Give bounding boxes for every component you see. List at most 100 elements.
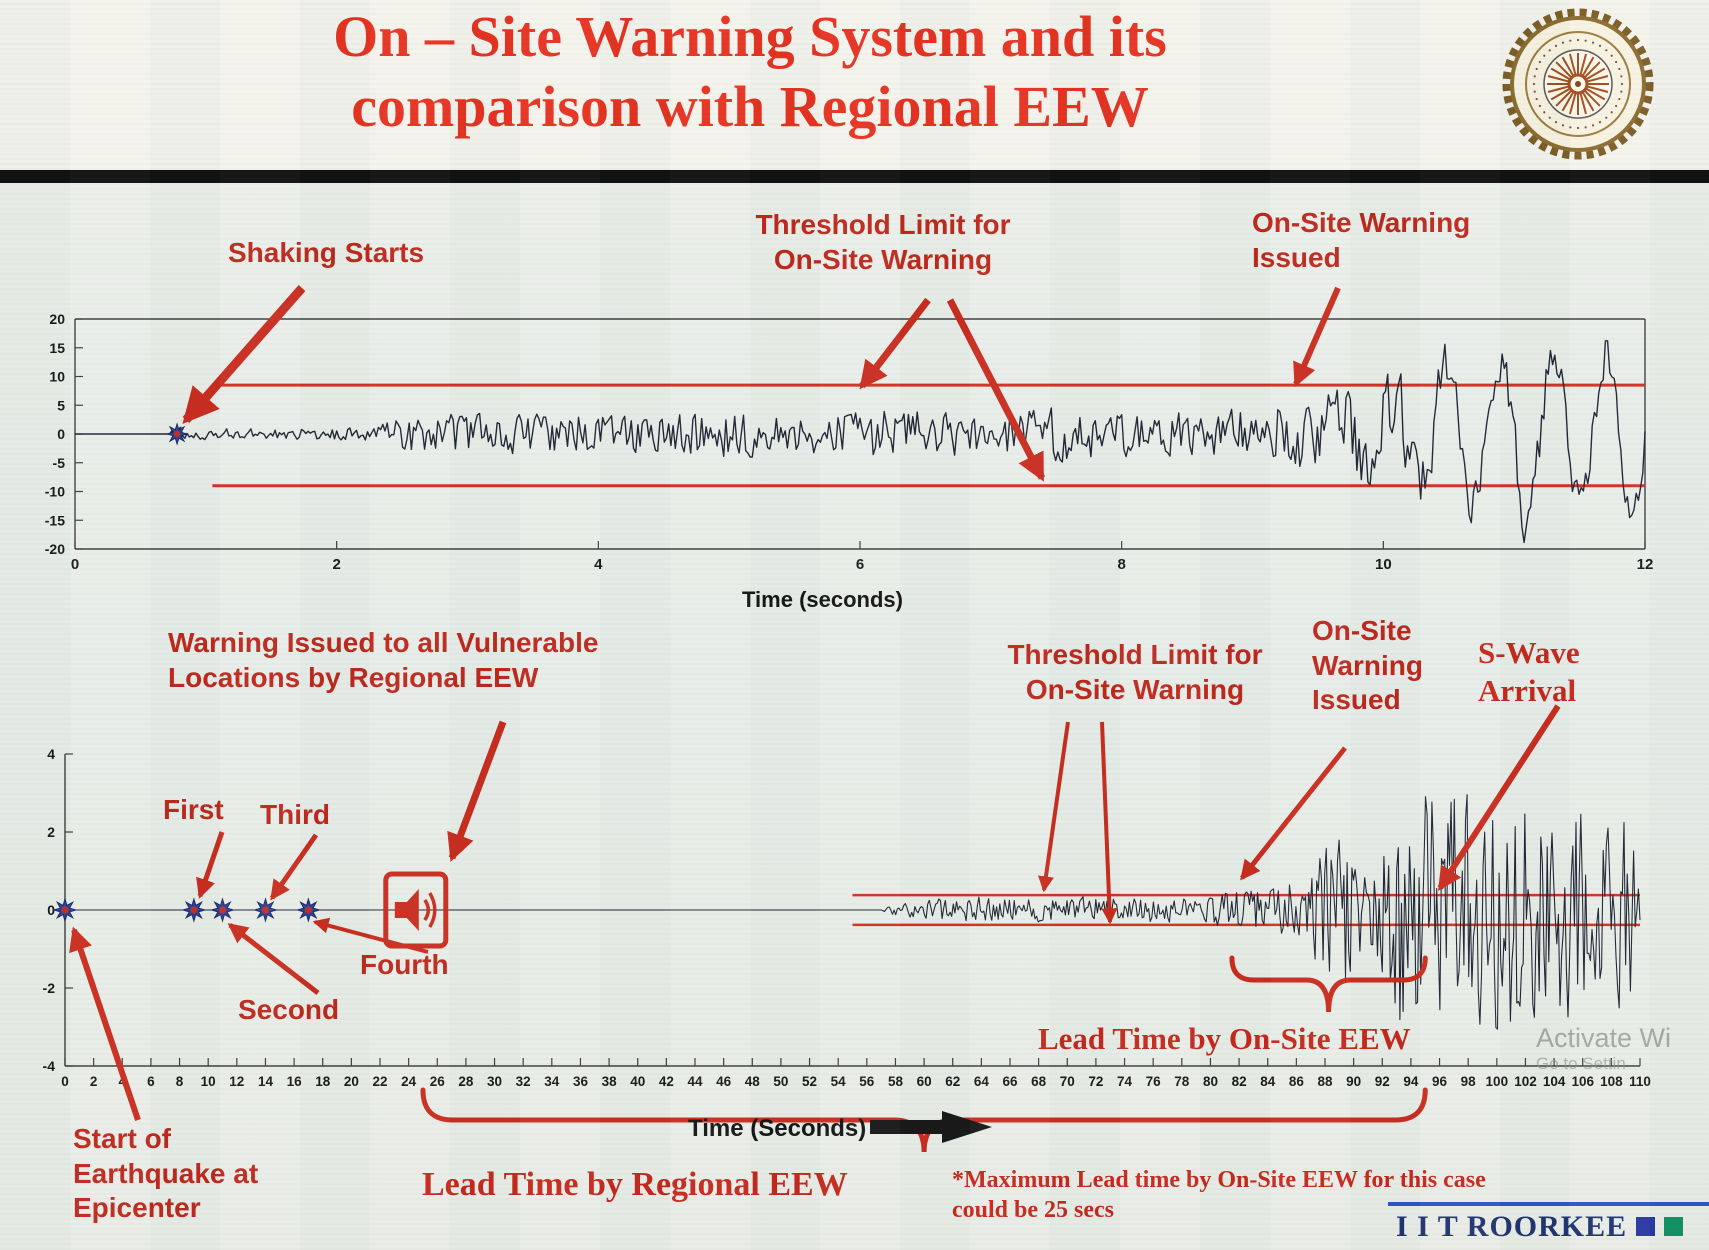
svg-text:74: 74 [1117,1074,1133,1089]
svg-text:50: 50 [773,1074,788,1089]
label-shaking-starts: Shaking Starts [228,237,425,268]
svg-text:30: 30 [487,1074,502,1089]
svg-text:108: 108 [1600,1074,1623,1089]
svg-text:94: 94 [1403,1074,1419,1089]
svg-text:4: 4 [47,746,55,762]
svg-text:18: 18 [315,1074,331,1089]
title-bar: On – Site Warning System and its compari… [0,0,1709,170]
label-s-wave-arrival: S-Wave Arrival [1478,635,1580,709]
svg-text:6: 6 [147,1074,155,1089]
svg-text:68: 68 [1031,1074,1047,1089]
svg-text:-5: -5 [53,455,66,471]
watermark-line-1: Activate Wi [1536,1023,1672,1053]
label-threshold-limit-top: Threshold Limit for On-Site Warning [755,209,1011,275]
svg-text:52: 52 [802,1074,817,1089]
svg-text:56: 56 [859,1074,875,1089]
svg-text:44: 44 [687,1074,703,1089]
svg-text:58: 58 [888,1074,904,1089]
svg-text:66: 66 [1002,1074,1018,1089]
svg-text:54: 54 [831,1074,847,1089]
svg-text:10: 10 [1375,556,1392,573]
label-second-detection: Second [238,994,340,1025]
svg-text:46: 46 [716,1074,732,1089]
svg-text:22: 22 [372,1074,387,1089]
label-threshold-limit-bottom: Threshold Limit for On-Site Warning [1007,639,1263,705]
svg-text:8: 8 [176,1074,184,1089]
svg-text:48: 48 [745,1074,761,1089]
svg-text:-10: -10 [45,484,65,500]
label-lead-time-regional: Lead Time by Regional EEW [422,1166,848,1203]
svg-text:40: 40 [630,1074,645,1089]
svg-text:4: 4 [119,1074,127,1089]
svg-text:5: 5 [57,397,65,413]
svg-text:70: 70 [1060,1074,1075,1089]
svg-text:14: 14 [258,1074,274,1089]
svg-text:-15: -15 [45,512,65,528]
onsite-warning-seismogram-chart: 20 15 10 5 0 -5 -10 -15 -20 0 2 4 6 8 10 12 [45,311,1654,573]
svg-text:98: 98 [1461,1074,1477,1089]
label-start-of-earthquake: Start of Earthquake at Epicenter [73,1123,259,1224]
svg-text:26: 26 [430,1074,446,1089]
svg-text:90: 90 [1346,1074,1361,1089]
svg-text:82: 82 [1232,1074,1247,1089]
svg-text:92: 92 [1375,1074,1390,1089]
svg-text:38: 38 [602,1074,618,1089]
top-chart-xlabel: Time (seconds) [742,587,903,612]
svg-text:72: 72 [1088,1074,1103,1089]
brand-square-blue-icon [1636,1217,1656,1236]
title-line-1: On – Site Warning System and its [333,4,1167,69]
bottom-chart-xlabel: Time (Seconds) [688,1115,867,1142]
svg-text:-4: -4 [43,1058,56,1074]
svg-text:42: 42 [659,1074,674,1089]
svg-text:0: 0 [61,1074,69,1089]
title-line-2: comparison with Regional EEW [351,73,1149,139]
svg-text:34: 34 [544,1074,560,1089]
label-lead-time-onsite: Lead Time by On-Site EEW [1038,1021,1411,1056]
svg-text:102: 102 [1514,1074,1537,1089]
svg-text:12: 12 [1637,556,1654,573]
svg-text:10: 10 [201,1074,216,1089]
svg-text:76: 76 [1146,1074,1162,1089]
svg-text:0: 0 [57,426,65,442]
label-third-detection: Third [260,799,330,830]
svg-text:64: 64 [974,1074,990,1089]
label-max-lead-note: *Maximum Lead time by On-Site EEW for th… [952,1167,1486,1223]
svg-text:16: 16 [287,1074,303,1089]
svg-text:24: 24 [401,1074,417,1089]
svg-text:15: 15 [49,340,65,356]
svg-text:78: 78 [1174,1074,1190,1089]
svg-text:28: 28 [458,1074,474,1089]
svg-text:2: 2 [332,556,340,573]
svg-text:0: 0 [71,556,79,573]
svg-text:104: 104 [1543,1074,1566,1089]
label-fourth-detection: Fourth [360,949,449,980]
slide-title: On – Site Warning System and its compari… [55,2,1445,141]
svg-text:2: 2 [47,824,55,840]
svg-text:-20: -20 [45,541,65,557]
watermark-line-2: Go to Settin [1536,1054,1626,1074]
brand-text: I I T ROORKEE [1396,1210,1628,1243]
svg-text:-2: -2 [43,980,56,996]
svg-text:100: 100 [1486,1074,1509,1089]
svg-text:2: 2 [90,1074,98,1089]
svg-text:60: 60 [917,1074,932,1089]
svg-text:84: 84 [1260,1074,1276,1089]
svg-text:20: 20 [49,311,65,327]
svg-text:8: 8 [1117,556,1125,573]
svg-text:88: 88 [1317,1074,1333,1089]
divider-bar [0,170,1709,183]
svg-text:32: 32 [516,1074,531,1089]
svg-text:106: 106 [1571,1074,1594,1089]
svg-text:62: 62 [945,1074,960,1089]
footer-rule [1388,1202,1709,1206]
label-warning-regional-eew: Warning Issued to all Vulnerable Locatio… [168,627,599,693]
svg-text:12: 12 [229,1074,244,1089]
svg-text:80: 80 [1203,1074,1218,1089]
svg-text:6: 6 [856,556,864,573]
label-first-detection: First [163,794,224,825]
svg-text:86: 86 [1289,1074,1305,1089]
windows-activation-watermark: Activate Wi Go to Settin [1536,1022,1709,1075]
brand-square-green-icon [1664,1217,1684,1236]
svg-text:96: 96 [1432,1074,1448,1089]
